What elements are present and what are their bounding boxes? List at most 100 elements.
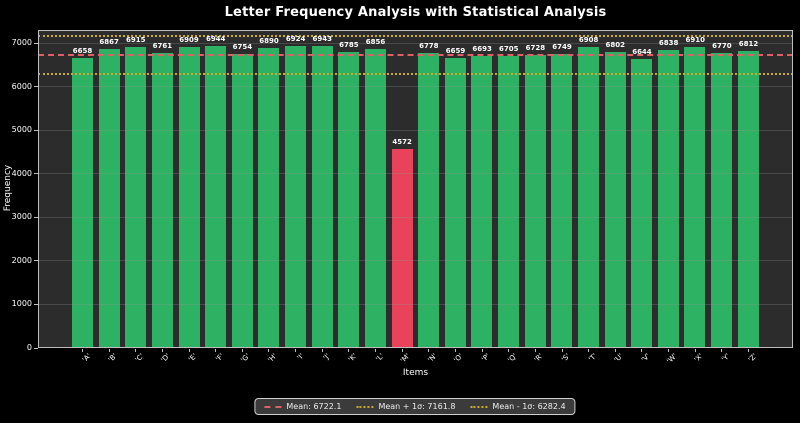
bar-Y [711, 53, 732, 348]
bar-K [338, 52, 360, 348]
gridline-7000 [38, 42, 793, 44]
bar-L [364, 49, 386, 348]
chart-title: Letter Frequency Analysis with Statistic… [224, 5, 607, 20]
x-tick-mark [534, 349, 536, 352]
bar-slot-E [178, 30, 200, 348]
bar-slot-H [258, 30, 280, 348]
gridline-3000 [38, 216, 793, 218]
y-tick-label-1000: 1000 [11, 299, 32, 309]
gridline-5000 [38, 129, 793, 131]
plot-area: 6658 6867 6915 6761 6909 6944 6754 6890 6924 6943… [38, 30, 793, 348]
x-tick-mark [268, 349, 270, 352]
y-tick-mark [34, 347, 38, 349]
y-axis-label: Frequency [3, 164, 13, 212]
bar-E [178, 47, 200, 348]
gridline-6000 [38, 86, 793, 88]
bar-slot-Z [737, 30, 759, 348]
y-tick-label-7000: 7000 [11, 38, 32, 48]
bar-slot-O [444, 30, 466, 348]
x-tick-mark [108, 349, 110, 352]
bar-O [444, 57, 466, 348]
legend-label-0: Mean: 6722.1 [286, 402, 342, 411]
bar-slot-D [151, 30, 173, 348]
x-tick-mark [321, 349, 323, 352]
bar-slot-Q [498, 30, 519, 348]
y-tick-mark [34, 86, 38, 88]
bar-slot-G [231, 30, 253, 348]
y-tick-label-0: 0 [26, 343, 32, 352]
bar-S [551, 54, 573, 348]
x-tick-mark [481, 349, 483, 352]
y-tick-mark [34, 216, 38, 218]
bar-slot-T [577, 30, 599, 348]
y-tick-mark [34, 173, 38, 175]
bar-J [311, 45, 333, 348]
bar-Q [498, 55, 519, 348]
bar-X [684, 47, 706, 348]
bar-M [391, 148, 413, 348]
bar-slot-P [471, 30, 493, 348]
bar-N [418, 52, 440, 348]
bar-R [524, 54, 546, 348]
mean-line [38, 54, 793, 57]
x-tick-mark [241, 349, 243, 352]
bar-P [471, 56, 493, 348]
legend-item-2: Mean - 1σ: 6282.4 [470, 402, 566, 411]
bar-slot-S [551, 30, 573, 348]
y-tick-mark [34, 303, 38, 305]
y-tick-label-2000: 2000 [11, 255, 32, 265]
bar-slot-Y [711, 30, 732, 348]
bar-slot-R [524, 30, 546, 348]
bars-layer [38, 30, 793, 348]
bar-D [151, 53, 173, 348]
dotted-line-swatch [470, 405, 488, 408]
x-tick-mark [375, 349, 377, 352]
bar-slot-V [631, 30, 653, 348]
dashed-line-swatch [264, 405, 282, 408]
x-tick-mark [561, 349, 563, 352]
lower-sigma-line [38, 73, 793, 76]
y-tick-label-3000: 3000 [11, 212, 32, 222]
bar-slot-A [72, 30, 93, 348]
x-tick-mark [295, 349, 297, 352]
bar-C [125, 46, 147, 348]
bar-B [98, 48, 120, 348]
x-tick-mark [135, 349, 137, 352]
gridline-2000 [38, 260, 793, 262]
x-tick-mark [82, 349, 83, 352]
bar-slot-F [205, 30, 227, 348]
x-tick-mark [641, 349, 643, 352]
legend-item-0: Mean: 6722.1 [264, 402, 341, 411]
bar-G [231, 53, 253, 348]
x-tick-mark [188, 349, 190, 352]
x-tick-mark [428, 349, 430, 352]
legend-label-2: Mean - 1σ: 6282.4 [492, 402, 566, 411]
bar-V [631, 58, 653, 348]
x-tick-mark [401, 349, 403, 352]
bar-slot-C [125, 30, 147, 348]
bar-W [657, 50, 679, 348]
y-tick-mark [34, 129, 38, 131]
x-tick-mark [215, 349, 217, 352]
bar-slot-J [311, 30, 333, 348]
legend-label-1: Mean + 1σ: 7161.8 [378, 402, 456, 411]
x-tick-mark [694, 349, 696, 352]
y-tick-label-4000: 4000 [11, 168, 32, 178]
bar-slot-M [391, 30, 413, 348]
x-tick-mark [748, 349, 749, 352]
bar-slot-K [338, 30, 360, 348]
x-tick-mark [668, 349, 670, 352]
legend: Mean: 6722.1 Mean + 1σ: 7161.8 Mean - 1σ: … [254, 398, 576, 415]
bar-slot-X [684, 30, 706, 348]
bar-A [72, 57, 93, 348]
x-tick-mark [454, 349, 456, 352]
x-tick-mark [588, 349, 590, 352]
dotted-line-swatch [356, 405, 374, 408]
bar-H [258, 47, 280, 348]
x-tick-mark [508, 349, 510, 352]
bar-slot-B [98, 30, 120, 348]
bar-slot-N [418, 30, 440, 348]
x-tick-mark [614, 349, 616, 352]
bar-U [604, 51, 626, 348]
bar-Z [737, 51, 759, 348]
